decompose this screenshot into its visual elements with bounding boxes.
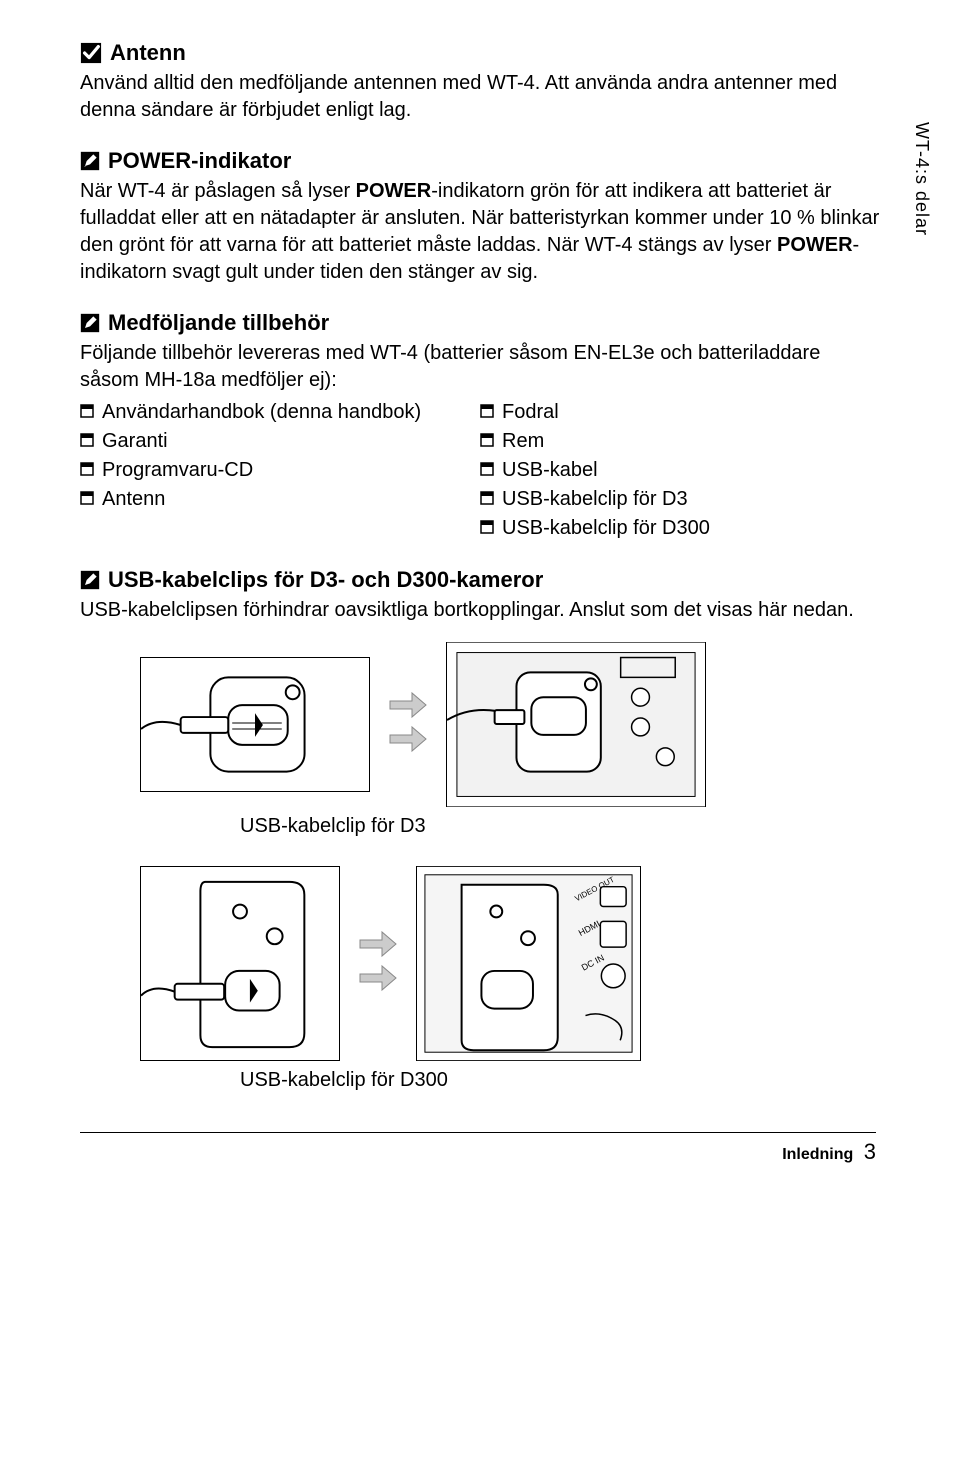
accessory-item: USB-kabel xyxy=(480,456,880,485)
accessory-label: Användarhandbok (denna handbok) xyxy=(102,398,421,427)
accessory-label: USB-kabelclip för D3 xyxy=(502,485,688,514)
arrow-right-icon xyxy=(358,924,398,1004)
section-power: POWER-indikator När WT-4 är påslagen så … xyxy=(80,148,880,286)
accessory-label: Fodral xyxy=(502,398,559,427)
accessory-label: USB-kabelclip för D300 xyxy=(502,514,710,543)
check-icon xyxy=(80,42,102,64)
pencil-icon xyxy=(80,313,100,333)
accessory-label: USB-kabel xyxy=(502,456,598,485)
diagram-d3-clip xyxy=(140,657,370,792)
heading-accessories-text: Medföljande tillbehör xyxy=(108,310,329,336)
heading-antenna-text: Antenn xyxy=(110,40,186,66)
accessories-col-right: FodralRemUSB-kabelUSB-kabelclip för D3US… xyxy=(480,398,880,543)
accessory-label: Garanti xyxy=(102,427,168,456)
caption-d3: USB-kabelclip för D3 xyxy=(240,815,880,838)
section-accessories: Medföljande tillbehör Följande tillbehör… xyxy=(80,310,880,543)
power-bold-2: POWER xyxy=(777,234,853,256)
footer-divider xyxy=(80,1132,876,1133)
bullet-icon xyxy=(80,404,94,418)
pencil-icon xyxy=(80,570,100,590)
bullet-icon xyxy=(80,491,94,505)
pencil-icon xyxy=(80,151,100,171)
heading-clips: USB-kabelclips för D3- och D300-kameror xyxy=(80,567,880,593)
bullet-icon xyxy=(480,433,494,447)
bullet-icon xyxy=(80,462,94,476)
body-antenna: Använd alltid den medföljande antennen m… xyxy=(80,70,880,124)
accessory-item: Rem xyxy=(480,427,880,456)
accessory-item: Antenn xyxy=(80,485,480,514)
accessory-item: Garanti xyxy=(80,427,480,456)
body-power: När WT-4 är påslagen så lyser POWER-indi… xyxy=(80,178,880,286)
accessories-col-left: Användarhandbok (denna handbok)GarantiPr… xyxy=(80,398,480,543)
accessory-label: Rem xyxy=(502,427,544,456)
diagram-d300-camera: VIDEO OUT HDMI DC IN xyxy=(416,866,641,1061)
diagram-d3-camera xyxy=(446,642,706,807)
body-clips: USB-kabelclipsen förhindrar oavsiktliga … xyxy=(80,597,880,624)
bullet-icon xyxy=(480,520,494,534)
heading-power-text: POWER-indikator xyxy=(108,148,291,174)
bullet-icon xyxy=(80,433,94,447)
accessories-lists: Användarhandbok (denna handbok)GarantiPr… xyxy=(80,398,880,543)
accessory-item: Användarhandbok (denna handbok) xyxy=(80,398,480,427)
bullet-icon xyxy=(480,404,494,418)
arrow-right-icon xyxy=(388,685,428,765)
bullet-icon xyxy=(480,462,494,476)
accessory-label: Antenn xyxy=(102,485,165,514)
power-bold-1: POWER xyxy=(356,180,432,202)
accessory-item: Fodral xyxy=(480,398,880,427)
section-antenna: Antenn Använd alltid den medföljande ant… xyxy=(80,40,880,124)
heading-clips-text: USB-kabelclips för D3- och D300-kameror xyxy=(108,567,543,593)
page-footer: Inledning 3 xyxy=(80,1132,880,1165)
accessory-item: Programvaru-CD xyxy=(80,456,480,485)
footer-label: Inledning xyxy=(782,1146,853,1163)
heading-antenna: Antenn xyxy=(80,40,880,66)
footer-page-number: 3 xyxy=(864,1139,876,1164)
heading-power: POWER-indikator xyxy=(80,148,880,174)
caption-d300: USB-kabelclip för D300 xyxy=(240,1069,880,1092)
accessory-label: Programvaru-CD xyxy=(102,456,253,485)
accessory-item: USB-kabelclip för D3 xyxy=(480,485,880,514)
power-text-1: När WT-4 är påslagen så lyser xyxy=(80,180,356,202)
diagram-d300: VIDEO OUT HDMI DC IN USB-kabelclip för D… xyxy=(80,866,880,1092)
section-clips: USB-kabelclips för D3- och D300-kameror … xyxy=(80,567,880,1092)
heading-accessories: Medföljande tillbehör xyxy=(80,310,880,336)
diagram-d300-clip xyxy=(140,866,340,1061)
diagram-d3: USB-kabelclip för D3 xyxy=(80,642,880,838)
accessory-item: USB-kabelclip för D300 xyxy=(480,514,880,543)
intro-accessories: Följande tillbehör levereras med WT-4 (b… xyxy=(80,340,880,394)
bullet-icon xyxy=(480,491,494,505)
side-section-label: WT-4:s delar xyxy=(911,122,932,236)
